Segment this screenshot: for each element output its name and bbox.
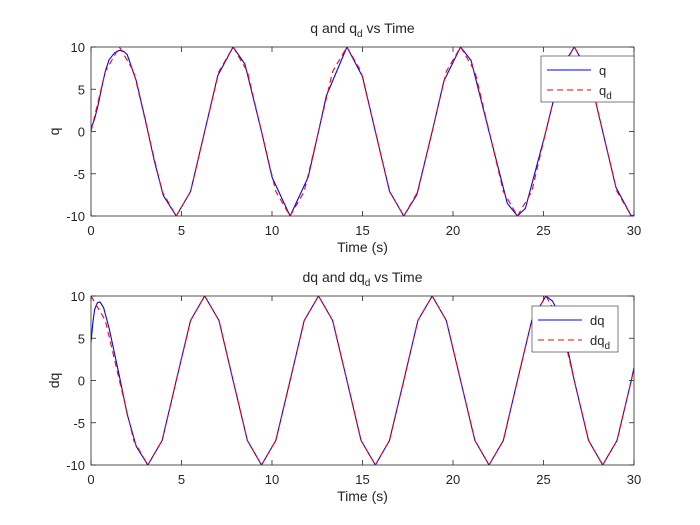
x-tick-label: 20 [446,472,460,487]
legend: dq dqd [531,305,619,353]
subplot-2: 0 5 10 15 20 25 30 -10 -5 0 5 10 Time (s) dq dq and dq… [46,269,641,504]
y-axis-label: q [46,128,62,136]
x-tick-label: 5 [178,223,185,238]
x-tick-label: 0 [87,472,94,487]
y-tick-label: -10 [66,458,85,473]
x-axis-label: Time (s) [337,488,388,504]
y-tick-label: -10 [66,209,85,224]
x-tick-label: 10 [265,472,279,487]
legend-label-dq-d: dqd [590,333,610,352]
x-axis-label: Time (s) [337,239,388,255]
y-tick-label: 5 [78,82,85,97]
chart-title: q and qd vs Time [310,20,415,40]
y-tick-label: 10 [71,289,85,304]
x-tick-label: 30 [627,472,641,487]
y-tick-label: 10 [71,40,85,55]
x-tick-label: 15 [355,223,369,238]
legend: q qd [540,55,635,103]
x-tick-label: 15 [355,472,369,487]
y-tick-label: 0 [78,125,85,140]
y-tick-label: 5 [78,331,85,346]
y-tick-label: 0 [78,374,85,389]
subplot-1: 0 5 10 15 20 25 30 -10 -5 0 5 10 Time (s) q q and qd v… [46,20,641,255]
y-tick-label: -5 [73,416,85,431]
y-tick-label: -5 [73,167,85,182]
x-tick-label: 10 [265,223,279,238]
legend-label-q-d: qd [599,83,612,102]
y-axis-label: dq [46,373,62,389]
legend-box [531,305,619,353]
x-tick-label: 0 [87,223,94,238]
x-tick-label: 30 [627,223,641,238]
chart-title: dq and dqd vs Time [303,269,423,289]
x-tick-label: 25 [536,472,550,487]
x-tick-label: 25 [536,223,550,238]
legend-label-dq: dq [590,313,604,328]
legend-box [540,55,635,103]
legend-label-q: q [599,63,606,78]
x-tick-label: 5 [178,472,185,487]
x-tick-label: 20 [446,223,460,238]
